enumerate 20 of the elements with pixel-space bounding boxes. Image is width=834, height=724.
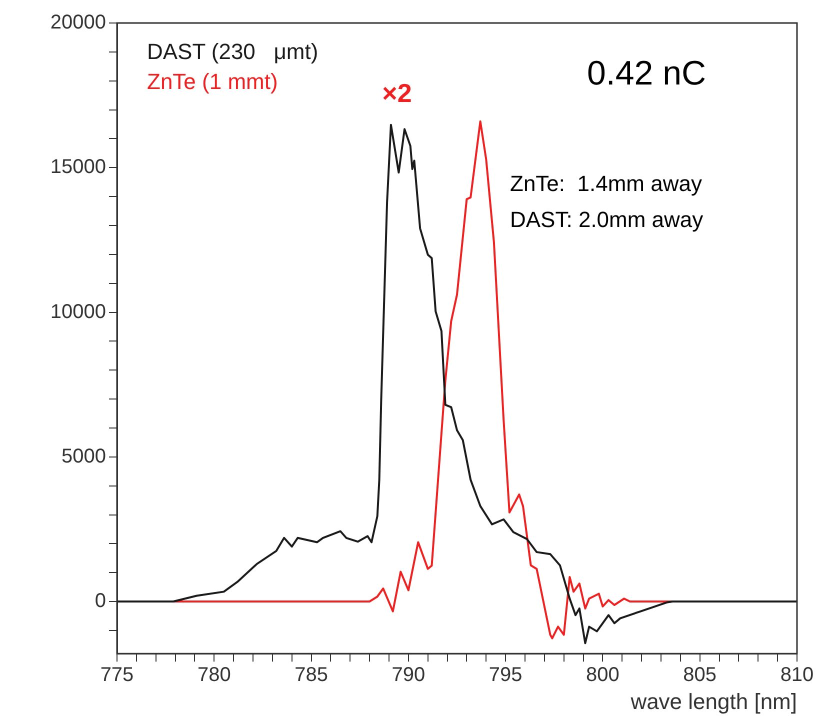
- y-tick-label: 5000: [62, 445, 106, 468]
- annotation: ×2: [382, 78, 412, 108]
- x-tick-label: 785: [294, 664, 328, 686]
- y-tick-label: 10000: [50, 300, 106, 323]
- x-tick-label: 780: [197, 664, 231, 686]
- x-tick-label: 775: [100, 664, 134, 686]
- x-tick-label: 810: [780, 664, 814, 686]
- x-axis-title: wave length [nm]: [630, 688, 797, 714]
- annotation: ZnTe: 1.4mm away: [510, 171, 702, 196]
- x-tick-label: 790: [392, 664, 426, 686]
- y-tick-label: 15000: [50, 156, 106, 178]
- x-tick-label: 795: [488, 664, 522, 686]
- y-tick-label: 20000: [50, 12, 106, 34]
- text: ZnTe (1 mmt): [147, 69, 278, 94]
- x-tick-label: 805: [683, 664, 717, 686]
- y-tick-label: 0: [94, 590, 106, 612]
- x-tick-label: 800: [586, 664, 620, 686]
- text: DAST (230 μmt): [147, 39, 318, 64]
- annotation: DAST: 2.0mm away: [510, 207, 704, 232]
- annotation: 0.42 nC: [587, 54, 706, 92]
